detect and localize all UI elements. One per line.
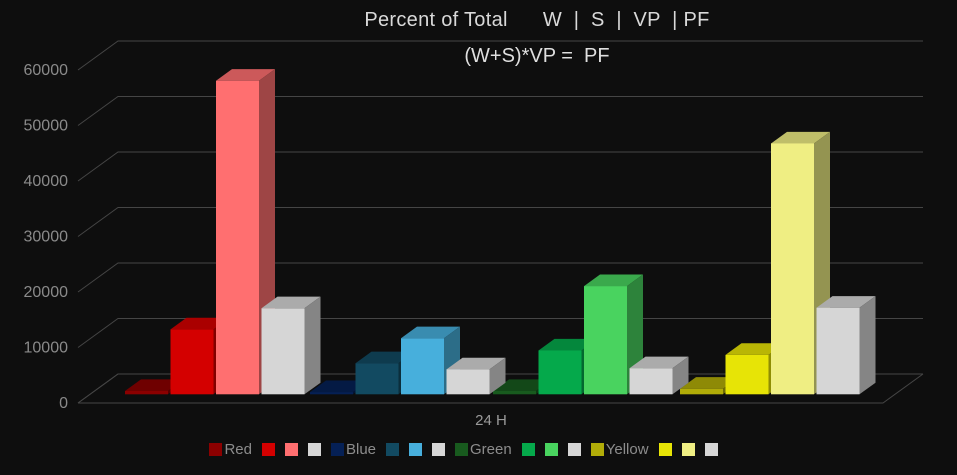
legend-item-blue-w[interactable]: Blue [330,441,377,458]
legend-item-yellow-vp[interactable] [681,443,695,456]
legend-swatch [658,443,672,456]
chart-title: Percent of Total W | S | VP | PF [364,9,710,31]
legend-swatch [261,443,275,456]
legend-swatch [544,443,558,456]
legend: Red Blue Green Yellow [0,441,927,458]
gridline-20000 [77,262,923,293]
legend-swatch [432,443,446,456]
gridline-30000 [77,207,923,237]
legend-label: Green [470,441,512,458]
y-tick-label: 10000 [24,340,69,357]
bar-yellow-vp[interactable] [771,131,830,395]
legend-swatch [284,443,298,456]
legend-item-yellow-w[interactable]: Yellow [590,441,649,458]
legend-item-red-pf[interactable] [307,443,321,456]
y-tick-label: 20000 [24,284,69,301]
legend-swatch [330,443,344,456]
legend-swatch [209,443,223,456]
legend-swatch [681,443,695,456]
gridline-40000 [77,151,923,182]
gridline-50000 [77,96,923,126]
legend-swatch [307,443,321,456]
legend-swatch [590,443,604,456]
y-tick-label: 30000 [24,229,69,246]
legend-label: Yellow [605,441,649,458]
legend-item-green-w[interactable]: Green [455,441,512,458]
legend-item-blue-pf[interactable] [432,443,446,456]
bar-green-pf[interactable] [629,356,689,395]
legend-item-green-vp[interactable] [544,443,558,456]
bar-red-pf[interactable] [261,296,321,395]
legend-item-blue-vp[interactable] [409,443,423,456]
legend-item-yellow-s[interactable] [658,443,672,456]
gridline-10000 [77,318,923,348]
legend-item-blue-s[interactable] [386,443,400,456]
legend-swatch [521,443,535,456]
chart-subtitle: (W+S)*VP = PF [464,45,610,67]
legend-item-green-s[interactable] [521,443,535,456]
legend-label: Red [224,441,252,458]
legend-item-red-w[interactable]: Red [209,441,252,458]
y-tick-label: 50000 [24,118,69,135]
legend-swatch [386,443,400,456]
y-tick-label: 40000 [24,173,69,190]
legend-swatch [409,443,423,456]
legend-item-green-pf[interactable] [567,443,581,456]
y-tick-label: 60000 [24,62,69,79]
legend-item-red-vp[interactable] [284,443,298,456]
legend-item-yellow-pf[interactable] [704,443,718,456]
legend-swatch [704,443,718,456]
legend-label: Blue [345,441,377,458]
legend-swatch [567,443,581,456]
bar-blue-pf[interactable] [446,357,506,395]
gridline-60000 [77,40,923,71]
bar-yellow-pf[interactable] [816,296,876,395]
legend-item-red-s[interactable] [261,443,275,456]
x-axis-label: 24 H [475,412,507,429]
y-tick-label: 0 [59,395,68,412]
legend-swatch [455,443,469,456]
